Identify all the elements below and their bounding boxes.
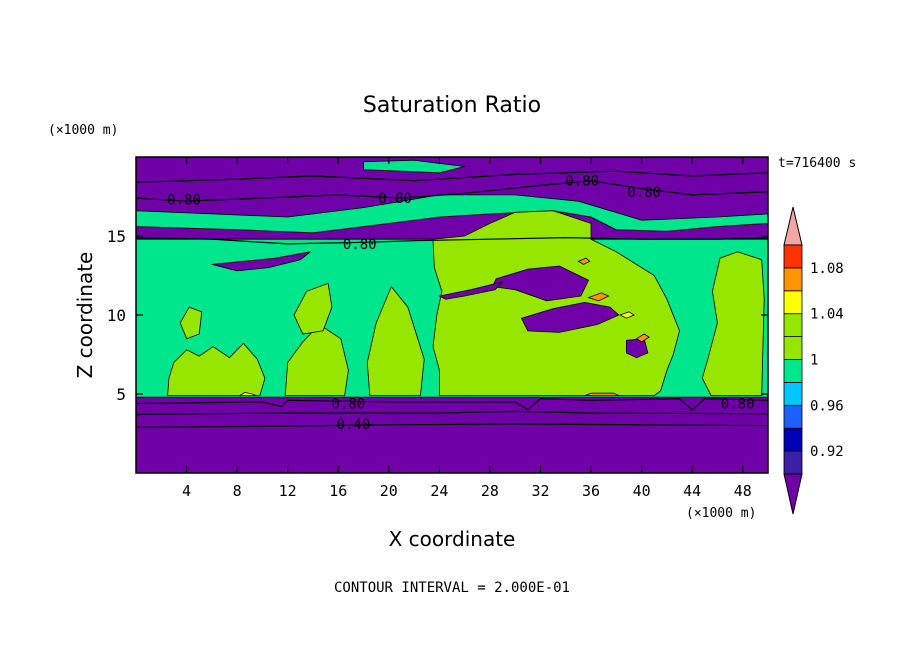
y-tick-label-1: 10	[107, 306, 126, 325]
region-9	[366, 285, 425, 397]
x-tick-label-5: 24	[430, 482, 448, 500]
colorbar-label-3: 1.04	[810, 307, 844, 323]
x-unit-label: (×1000 m)	[686, 506, 756, 521]
colorbar-bin-9	[783, 267, 803, 292]
y-axis-title: Z coordinate	[73, 252, 97, 379]
region-13	[520, 301, 620, 333]
colorbar-bin-1	[783, 450, 803, 475]
region-21	[619, 311, 635, 319]
colorbar-label-4: 1.08	[810, 261, 844, 277]
colorbar-bin-5	[783, 359, 803, 383]
region-14	[211, 251, 311, 272]
region-11	[179, 306, 203, 340]
region-17	[238, 391, 257, 397]
colorbar-label-2: 1	[810, 353, 818, 369]
colorbar-label-1: 0.96	[810, 398, 844, 414]
region-5	[432, 210, 680, 397]
contour-label-2: 0.80	[565, 174, 599, 190]
contour-label-1: 0.80	[378, 191, 412, 207]
region-19	[577, 257, 591, 265]
region-20	[587, 292, 610, 302]
contour-label-4: 0.80	[343, 237, 377, 253]
y-tick-label-2: 15	[107, 227, 126, 246]
colorbar-bin-2	[783, 427, 803, 452]
shaded-regions	[136, 157, 768, 473]
colorbar-bin-10	[783, 244, 803, 269]
x-axis-ticks: 4 8 12 16 20 24 28 32 36 40 44 48	[182, 157, 752, 500]
y-unit-label: (×1000 m)	[48, 123, 118, 138]
x-axis-title: X coordinate	[389, 527, 516, 551]
colorbar-bin-0	[783, 473, 803, 515]
region-6	[167, 342, 266, 397]
region-18	[584, 392, 619, 397]
colorbar-bin-7	[783, 313, 803, 338]
x-tick-label-3: 16	[329, 482, 347, 500]
colorbar-bin-8	[783, 290, 803, 315]
contour-label-0: 0.80	[167, 193, 201, 209]
y-axis-ticks: 5 10 15	[107, 227, 768, 404]
x-tick-label-8: 36	[582, 482, 600, 500]
region-10	[293, 282, 333, 335]
region-7	[701, 251, 765, 397]
contour-label-3: 0.80	[627, 185, 661, 201]
colorbar-bin-4	[783, 381, 803, 406]
time-label: t=716400 s	[778, 156, 856, 171]
x-tick-label-4: 20	[380, 482, 398, 500]
x-tick-label-6: 28	[481, 482, 499, 500]
x-tick-label-1: 8	[233, 482, 242, 500]
contour-line-5	[136, 170, 768, 183]
x-tick-label-9: 40	[633, 482, 651, 500]
region-16	[438, 281, 504, 300]
contour-labels: 0.80 0.80 0.80 0.80 0.80 0.80 0.80 0.40	[167, 174, 754, 433]
x-tick-label-2: 12	[279, 482, 297, 500]
contour-interval-footer: CONTOUR INTERVAL = 2.000E-01	[334, 580, 570, 596]
x-tick-label-0: 4	[182, 482, 191, 500]
colorbar-bin-3	[783, 404, 803, 429]
contour-line-4	[136, 180, 768, 202]
contour-label-5: 0.80	[331, 396, 365, 412]
x-tick-label-10: 44	[683, 482, 701, 500]
contour-label-6: 0.80	[721, 396, 755, 412]
region-2	[136, 194, 768, 234]
chart-title: Saturation Ratio	[363, 93, 541, 118]
contour-line-1	[136, 410, 768, 416]
region-8	[284, 323, 349, 397]
colorbar-bin-11	[783, 206, 803, 246]
x-tick-label-11: 48	[734, 482, 752, 500]
colorbar: 0.92 0.96 1 1.04 1.08	[783, 206, 844, 515]
colorbar-bin-6	[783, 336, 803, 360]
region-22	[635, 333, 650, 343]
colorbar-label-0: 0.92	[810, 444, 844, 460]
y-tick-label-0: 5	[116, 385, 126, 404]
contour-line-2	[136, 398, 768, 411]
region-0	[136, 396, 768, 473]
contour-lines	[136, 170, 768, 428]
region-12	[491, 265, 590, 302]
x-tick-label-7: 32	[531, 482, 549, 500]
contour-line-3	[136, 236, 768, 245]
contour-line-0	[136, 423, 768, 428]
contour-label-7: 0.40	[337, 417, 371, 433]
